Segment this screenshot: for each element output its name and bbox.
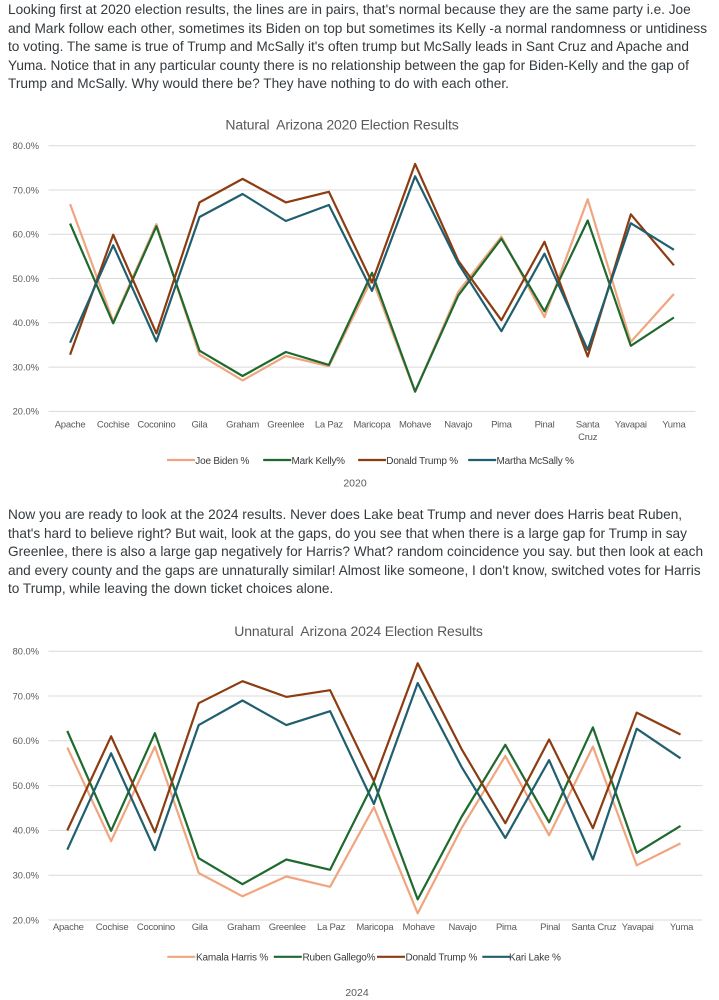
svg-text:80.0%: 80.0% bbox=[13, 647, 39, 657]
svg-text:70.0%: 70.0% bbox=[13, 691, 39, 701]
svg-text:Apache: Apache bbox=[55, 419, 86, 430]
svg-text:Graham: Graham bbox=[227, 922, 260, 933]
svg-text:30.0%: 30.0% bbox=[13, 871, 39, 881]
svg-text:40.0%: 40.0% bbox=[13, 826, 39, 836]
svg-text:Mohave: Mohave bbox=[403, 922, 435, 933]
svg-text:Kamala Harris %: Kamala Harris % bbox=[196, 953, 268, 964]
svg-text:80.0%: 80.0% bbox=[13, 141, 39, 151]
svg-text:Pima: Pima bbox=[491, 419, 513, 430]
svg-text:Gila: Gila bbox=[192, 922, 209, 933]
svg-text:20.0%: 20.0% bbox=[13, 407, 39, 417]
svg-text:Yuma: Yuma bbox=[662, 419, 686, 430]
svg-text:Apache: Apache bbox=[53, 922, 84, 933]
svg-text:40.0%: 40.0% bbox=[13, 318, 39, 328]
svg-text:2020: 2020 bbox=[343, 478, 367, 490]
svg-text:Donald Trump %: Donald Trump % bbox=[406, 953, 478, 964]
svg-text:60.0%: 60.0% bbox=[13, 736, 39, 746]
svg-text:Ruben Gallego%: Ruben Gallego% bbox=[303, 953, 376, 964]
svg-text:20.0%: 20.0% bbox=[13, 915, 39, 925]
svg-text:Maricopa: Maricopa bbox=[356, 922, 394, 933]
svg-text:70.0%: 70.0% bbox=[13, 185, 39, 195]
svg-text:Kari Lake %: Kari Lake % bbox=[509, 953, 561, 964]
svg-text:Natural Arizona 2020 Election: Natural Arizona 2020 Election Results bbox=[225, 117, 458, 133]
svg-text:Maricopa: Maricopa bbox=[353, 419, 391, 430]
svg-text:Cochise: Cochise bbox=[97, 419, 130, 430]
svg-text:Coconino: Coconino bbox=[137, 922, 175, 933]
svg-text:Pinal: Pinal bbox=[535, 419, 555, 430]
svg-text:Joe Biden %: Joe Biden % bbox=[195, 456, 249, 467]
svg-text:30.0%: 30.0% bbox=[13, 362, 39, 372]
svg-text:Donald Trump %: Donald Trump % bbox=[386, 456, 458, 467]
svg-text:Cruz: Cruz bbox=[578, 432, 598, 443]
svg-text:Yavapai: Yavapai bbox=[615, 419, 647, 430]
svg-text:Mark Kelly%: Mark Kelly% bbox=[292, 456, 346, 467]
svg-text:Pima: Pima bbox=[496, 922, 518, 933]
svg-text:2024: 2024 bbox=[345, 987, 369, 999]
svg-text:60.0%: 60.0% bbox=[13, 230, 39, 240]
svg-text:Navajo: Navajo bbox=[448, 922, 476, 933]
svg-text:Santa Cruz: Santa Cruz bbox=[571, 922, 617, 933]
svg-text:Gila: Gila bbox=[192, 419, 209, 430]
svg-text:Pinal: Pinal bbox=[540, 922, 560, 933]
svg-text:Martha McSally %: Martha McSally % bbox=[497, 456, 575, 467]
svg-text:Unnatural Arizona 2024 Electi: Unnatural Arizona 2024 Election Results bbox=[234, 623, 483, 639]
svg-text:La Paz: La Paz bbox=[317, 922, 346, 933]
svg-text:La Paz: La Paz bbox=[315, 419, 344, 430]
svg-text:50.0%: 50.0% bbox=[13, 274, 39, 284]
svg-text:Mohave: Mohave bbox=[399, 419, 431, 430]
svg-text:50.0%: 50.0% bbox=[13, 781, 39, 791]
svg-text:Navajo: Navajo bbox=[444, 419, 472, 430]
svg-text:Graham: Graham bbox=[226, 419, 259, 430]
svg-text:Santa: Santa bbox=[576, 419, 601, 430]
svg-text:Greenlee: Greenlee bbox=[269, 922, 306, 933]
svg-text:Coconino: Coconino bbox=[137, 419, 175, 430]
svg-text:Yavapai: Yavapai bbox=[622, 922, 654, 933]
svg-text:Greenlee: Greenlee bbox=[267, 419, 304, 430]
svg-text:Cochise: Cochise bbox=[96, 922, 129, 933]
svg-text:Yuma: Yuma bbox=[670, 922, 694, 933]
